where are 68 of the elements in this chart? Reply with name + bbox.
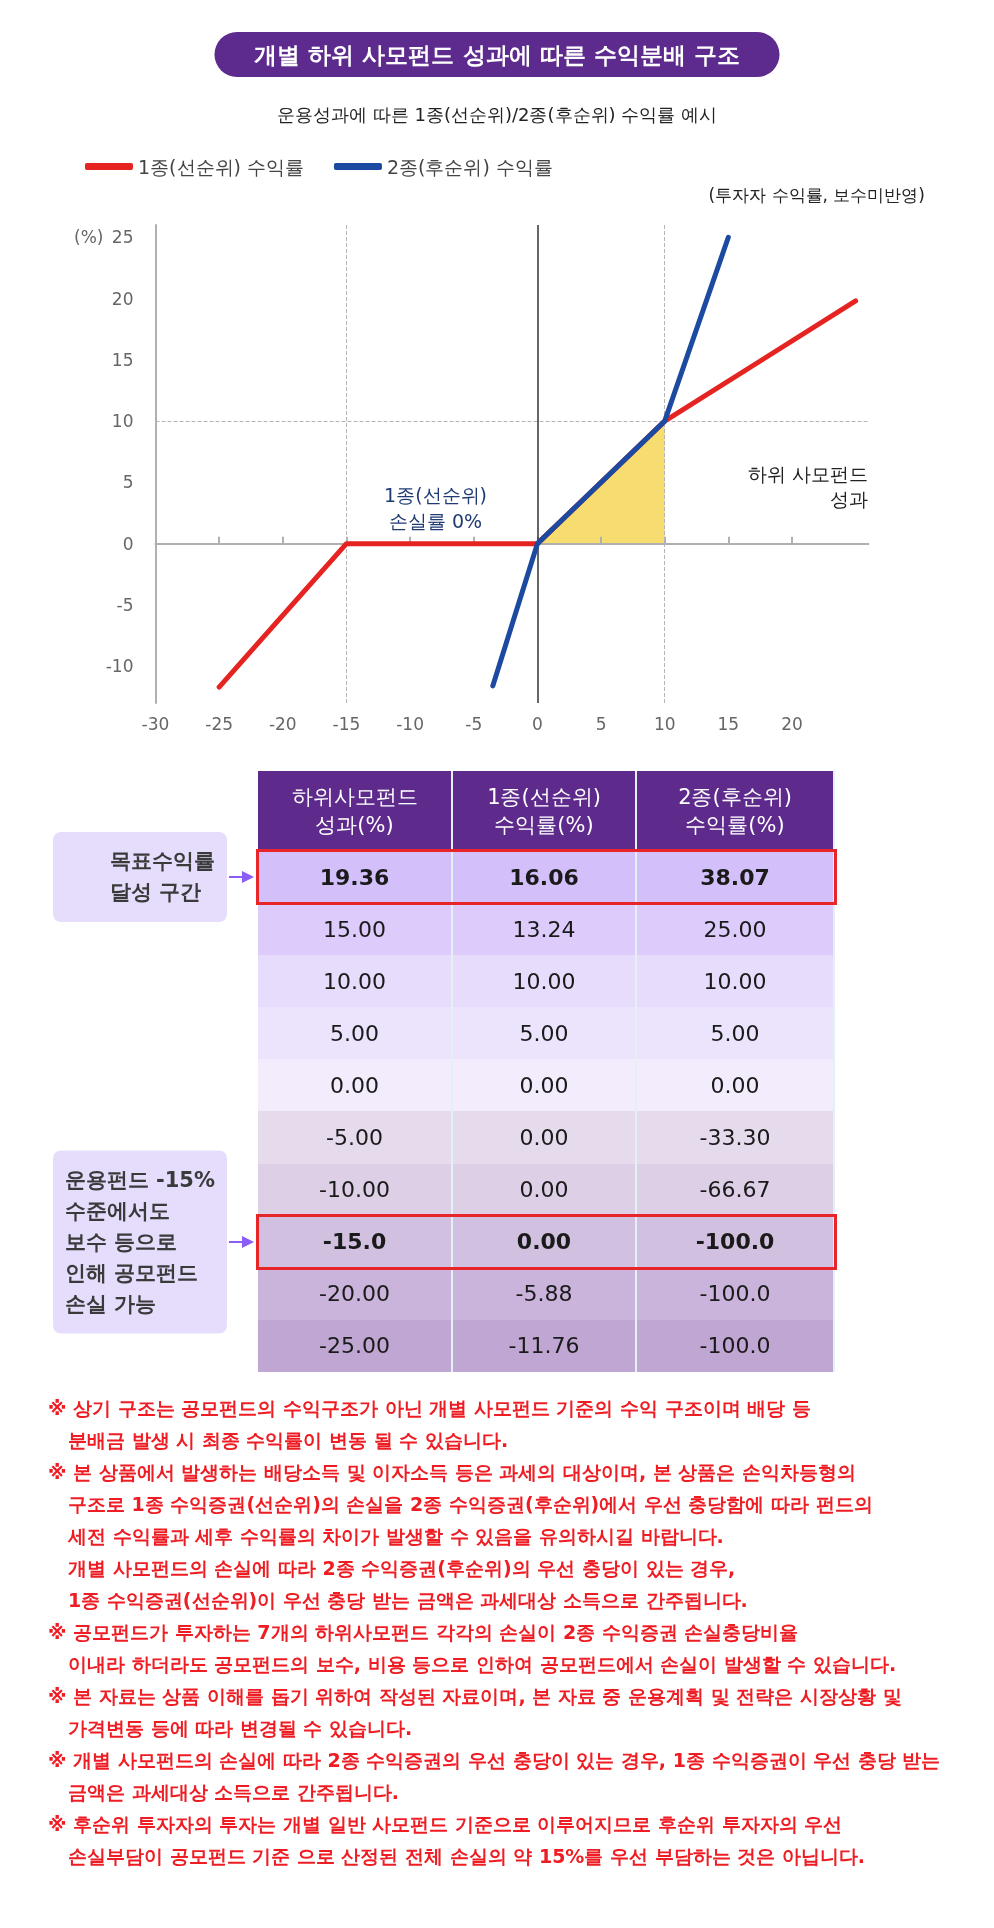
data-label: 13.24 — [453, 903, 637, 956]
chart-title: 개별 하위 사모펀드 성과에 따른 수익분배 구조 — [254, 41, 740, 68]
data-label: 0.00 — [453, 1163, 637, 1216]
y-tick-label: 0.00 — [258, 1059, 453, 1112]
x-tick-label: -5 — [465, 713, 483, 734]
y-tick-label: 19.36 — [258, 851, 453, 904]
y-tick-label: 10.00 — [258, 955, 453, 1008]
x-tick-label: 15 — [717, 713, 740, 734]
data-label: -11.76 — [453, 1319, 637, 1372]
y-tick-label: 25 — [111, 227, 134, 248]
y-tick-label: -10 — [105, 656, 134, 677]
legend-label: 2종(후순위) 수익률 — [386, 155, 553, 178]
x-tick-label: -10 — [396, 713, 424, 734]
y-tick-label: 5.00 — [258, 1007, 453, 1060]
y-tick-label: 15 — [111, 349, 134, 370]
y-axis-title: 하위사모펀드 성과(%) — [258, 771, 453, 851]
y-tick-label: 20 — [111, 288, 134, 309]
y-tick-label: 10 — [111, 411, 134, 432]
x-tick-label: 2종(후순위) 수익률(%) — [637, 771, 835, 851]
x-axis-title: 하위 사모펀드 성과 — [748, 463, 869, 511]
data-label: 0.00 — [453, 1215, 637, 1268]
data-label: 0.00 — [453, 1111, 637, 1164]
x-tick-label: 5 — [595, 713, 607, 734]
data-label: 10.00 — [453, 955, 637, 1008]
x-tick-label: 1종(선순위) 수익률(%) — [453, 771, 637, 851]
x-tick-label: 20 — [781, 713, 803, 734]
y-tick-label: -5.00 — [258, 1111, 453, 1164]
x-tick-label: -20 — [268, 713, 297, 734]
data-label: 38.07 — [637, 851, 835, 904]
data-label: -100.0 — [637, 1267, 835, 1320]
x-tick-label: 0 — [531, 713, 543, 734]
chart-subtitle: 운용성과에 따른 1종(선순위)/2종(후순위) 수익률 예시 — [277, 103, 717, 125]
band-label: 운용펀드 -15% 수준에서도 보수 등으로 인해 공모펀드 손실 가능 — [64, 1166, 215, 1318]
x-tick-label: -15 — [332, 713, 361, 734]
data-label: -33.30 — [637, 1111, 835, 1164]
band-label: 목표수익률 달성 구간 — [110, 848, 215, 907]
y-tick-label: -15.0 — [258, 1215, 453, 1268]
data-label: -66.67 — [637, 1163, 835, 1216]
text: ※ 본 상품에서 발생하는 배당소득 및 이자소득 등은 과세의 대상이며, 본 상품은 손익차등형의 구조로 1종 수익증권(선순위)의 손실을 2종 수익증권(후순위)에서 우선 충당함에 따라 펀드의 세전 수익률과 세후 수익률의 차이가 발생할 수 있음을 유의하시길 바랍니다. 개별 사모펀드의 손실에 따라 2종 수익증권(후순위)의 우선 충당이 있는 경우, 1종 수익증권(선순위)이 우선 충당 받는 금액은 과세대상 소득으로 간주됩니다. — [48, 1460, 874, 1613]
y-tick-label: -5 — [116, 594, 134, 615]
text: ※ 본 자료는 상품 이해를 돕기 위하여 작성된 자료이며, 본 자료 중 운용계획 및 전략은 시장상황 및 가격변동 등에 따라 변경될 수 있습니다. — [48, 1684, 903, 1741]
x-tick-label: -30 — [141, 713, 170, 734]
data-label: 16.06 — [453, 851, 637, 904]
data-label: 25.00 — [637, 903, 835, 956]
text: ※ 후순위 투자자의 투자는 개별 일반 사모펀드 기준으로 이루어지므로 후순위 투자자의 우선 손실부담이 공모펀드 기준 으로 산정된 전체 손실의 약 15%를 우선 부담하는 것은 아닙니다. — [48, 1812, 867, 1869]
y-axis-title: (%) — [74, 227, 104, 247]
y-tick-label: -10.00 — [258, 1163, 453, 1216]
text: ※ 공모펀드가 투자하는 7개의 하위사모펀드 각각의 손실이 2종 수익증권 손실충당비율 이내라 하더라도 공모펀드의 보수, 비용 등으로 인하여 공모펀드에서 손실이 발생할 수 있습니다. — [48, 1620, 898, 1677]
y-tick-label: -25.00 — [258, 1319, 453, 1372]
y-tick-label: 5 — [122, 472, 134, 493]
y-tick-label: 0 — [122, 533, 134, 554]
data-label: 10.00 — [637, 955, 835, 1008]
y-tick-label: 15.00 — [258, 903, 453, 956]
data-label: 5.00 — [453, 1007, 637, 1060]
data-label: -5.88 — [453, 1267, 637, 1320]
data-label: -100.0 — [637, 1215, 835, 1268]
data-label: 5.00 — [637, 1007, 835, 1060]
data-label: -100.0 — [637, 1319, 835, 1372]
text: (투자자 수익률, 보수미반영) — [708, 184, 926, 205]
y-tick-label: -20.00 — [258, 1267, 453, 1320]
legend-label: 1종(선순위) 수익률 — [138, 155, 304, 178]
x-tick-label: -25 — [205, 713, 234, 734]
data-label: 0.00 — [637, 1059, 835, 1112]
data-label: 0.00 — [453, 1059, 637, 1112]
annotation: 1종(선순위) 손실률 0% — [384, 483, 488, 532]
x-tick-label: 10 — [653, 713, 676, 734]
text: ※ 개별 사모펀드의 손실에 따라 2종 수익증권의 우선 충당이 있는 경우, 1종 수익증권이 우선 충당 받는 금액은 과세대상 소득으로 간주됩니다. — [48, 1748, 942, 1805]
text: ※ 상기 구조는 공모펀드의 수익구조가 아닌 개별 사모펀드 기준의 수익 구조이며 배당 등 분배금 발생 시 최종 수익률이 변동 될 수 있습니다. — [48, 1396, 812, 1453]
